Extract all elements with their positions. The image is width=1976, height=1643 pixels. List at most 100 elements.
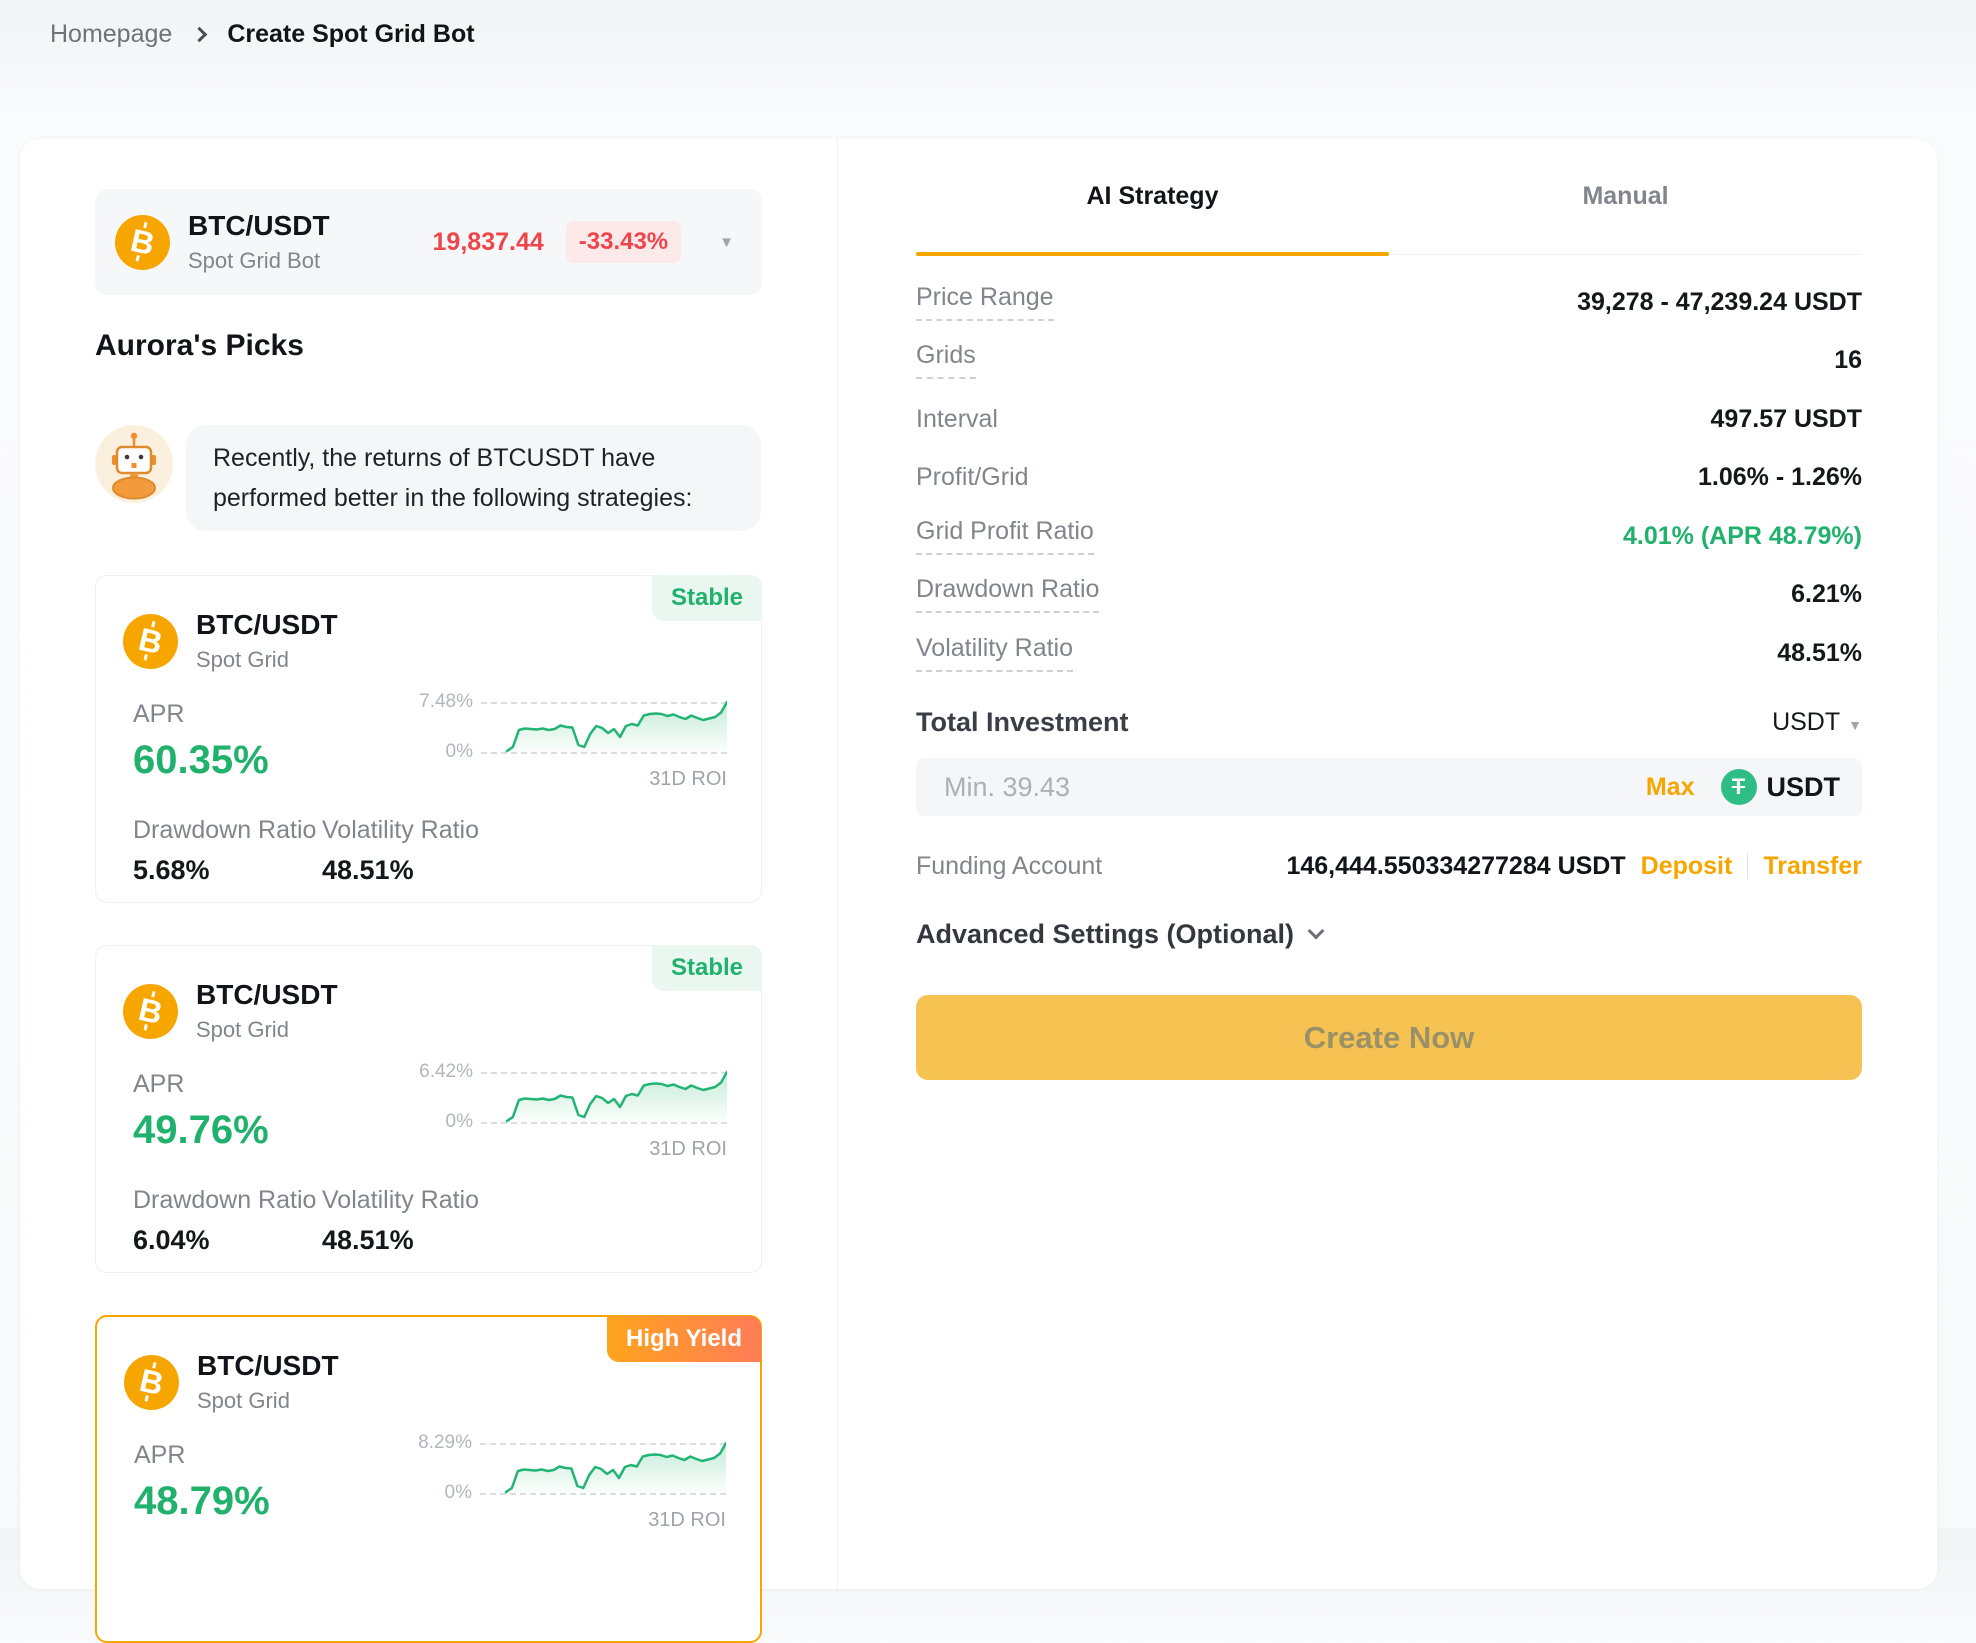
volatility-value: 48.51% <box>322 855 414 885</box>
spark-caption: 31D ROI <box>649 1138 727 1160</box>
strategy-card-stable-2[interactable]: Stable B BTC/USDT Spot Grid APR 49.76% 6… <box>95 945 762 1273</box>
btc-icon: B <box>115 214 170 270</box>
chevron-down-icon <box>1307 922 1325 940</box>
profit-grid-label: Profit/Grid <box>916 462 1029 491</box>
drawdown-label: Drawdown Ratio <box>133 1186 317 1214</box>
picks-title: Aurora's Picks <box>95 329 304 362</box>
stable-badge: Stable <box>651 575 762 621</box>
spark-min-label: 0% <box>444 1482 472 1503</box>
spark-caption: 31D ROI <box>649 768 727 790</box>
grid-profit-ratio-label[interactable]: Grid Profit Ratio <box>916 517 1094 555</box>
drawdown-label: Drawdown Ratio <box>133 816 317 844</box>
drawdown-ratio-label[interactable]: Drawdown Ratio <box>916 575 1100 613</box>
price-range-label[interactable]: Price Range <box>916 283 1054 321</box>
card-pair-name: BTC/USDT <box>197 1350 339 1381</box>
investment-currency-value: USDT <box>1772 707 1841 736</box>
investment-input-placeholder: Min. 39.43 <box>944 771 1071 802</box>
volatility-value: 48.51% <box>322 1225 414 1255</box>
breadcrumb: Homepage Create Spot Grid Bot <box>50 20 475 49</box>
param-row-drawdown-ratio: Drawdown Ratio 6.21% <box>916 575 1862 613</box>
grid-profit-ratio-value: 4.01% (APR 48.79%) <box>1622 521 1862 550</box>
tab-manual[interactable]: Manual <box>1582 182 1669 210</box>
robot-message-bubble: Recently, the returns of BTCUSDT have pe… <box>186 425 761 531</box>
drawdown-ratio-value: 6.21% <box>1791 579 1862 608</box>
funding-balance: 146,444.550334277284 USDT <box>1286 851 1626 880</box>
param-row-grids: Grids 16 <box>916 341 1862 379</box>
create-now-button[interactable]: Create Now <box>916 995 1862 1080</box>
total-investment-row: Total Investment USDT ▼ <box>916 704 1862 740</box>
volatility-ratio-value: 48.51% <box>1777 638 1862 667</box>
spark-caption: 31D ROI <box>648 1509 726 1531</box>
card-pair-type: Spot Grid <box>197 1388 290 1413</box>
total-investment-label: Total Investment <box>916 706 1129 737</box>
roi-sparkline-chart: 8.29% 0% 31D ROI <box>414 1432 726 1539</box>
apr-label: APR <box>133 1070 185 1098</box>
usdt-tether-icon: T <box>1720 769 1757 805</box>
chevron-down-icon[interactable]: ▼ <box>719 233 734 251</box>
roi-sparkline-chart: 6.42% 0% 31D ROI <box>415 1061 727 1168</box>
main-card: B BTC/USDT Spot Grid Bot 19,837.44 -33.4… <box>20 139 1937 1643</box>
drawdown-value: 5.68% <box>133 855 210 885</box>
spark-max-label: 8.29% <box>418 1432 472 1453</box>
spark-max-label: 6.42% <box>419 1061 473 1082</box>
tab-ai-strategy[interactable]: AI Strategy <box>916 139 1389 256</box>
volatility-ratio-label[interactable]: Volatility Ratio <box>916 634 1074 672</box>
grids-label[interactable]: Grids <box>916 341 976 379</box>
spark-min-label: 0% <box>445 741 473 762</box>
funding-account-row: Funding Account 146,444.550334277284 USD… <box>916 848 1862 884</box>
btc-icon: B <box>123 983 178 1039</box>
param-row-profit-grid: Profit/Grid 1.06% - 1.26% <box>916 459 1862 495</box>
advanced-settings-label: Advanced Settings (Optional) <box>916 918 1295 949</box>
param-row-price-range: Price Range 39,278 - 47,239.24 USDT <box>916 283 1862 321</box>
page-title: Create Spot Grid Bot <box>227 20 475 48</box>
funding-account-label: Funding Account <box>916 851 1103 880</box>
param-row-volatility-ratio: Volatility Ratio 48.51% <box>916 634 1862 672</box>
interval-value: 497.57 USDT <box>1710 404 1862 433</box>
transfer-link[interactable]: Transfer <box>1763 851 1862 880</box>
apr-value: 60.35% <box>133 738 269 782</box>
apr-value: 49.76% <box>133 1108 269 1152</box>
spark-max-label: 7.48% <box>419 691 473 712</box>
deposit-link[interactable]: Deposit <box>1640 851 1733 880</box>
spark-min-label: 0% <box>445 1111 473 1132</box>
pair-change-badge: -33.43% <box>565 221 682 263</box>
grids-value: 16 <box>1834 345 1862 374</box>
volatility-label: Volatility Ratio <box>322 1186 480 1214</box>
apr-value: 48.79% <box>134 1479 270 1523</box>
create-spot-grid-bot-page: Homepage Create Spot Grid Bot B BTC/USDT… <box>50 20 1862 1643</box>
strategy-card-high-yield[interactable]: High Yield B BTC/USDT Spot Grid APR 48.7… <box>95 1315 762 1643</box>
max-button[interactable]: Max <box>1645 772 1695 801</box>
investment-amount-input[interactable]: Min. 39.43 Max T USDT <box>916 758 1862 816</box>
robot-avatar-icon <box>95 425 173 503</box>
btc-icon: B <box>123 613 178 669</box>
drawdown-value: 6.04% <box>133 1225 210 1255</box>
investment-currency-select[interactable]: USDT ▼ <box>1772 708 1862 737</box>
apr-label: APR <box>133 700 185 728</box>
volatility-label: Volatility Ratio <box>322 816 480 844</box>
strategy-tabs: AI Strategy Manual <box>916 139 1862 256</box>
price-range-value: 39,278 - 47,239.24 USDT <box>1577 287 1862 316</box>
advanced-settings-toggle[interactable]: Advanced Settings (Optional) <box>916 916 1325 952</box>
card-pair-type: Spot Grid <box>196 647 289 672</box>
btc-icon: B <box>124 1354 179 1410</box>
pair-selector[interactable]: B BTC/USDT Spot Grid Bot 19,837.44 -33.4… <box>95 189 762 295</box>
robot-message-text: Recently, the returns of BTCUSDT have pe… <box>213 444 693 512</box>
chevron-right-icon <box>192 26 208 43</box>
card-pair-name: BTC/USDT <box>196 979 338 1010</box>
strategy-card-stable-1[interactable]: Stable B BTC/USDT Spot Grid APR 60.35% 7… <box>95 575 762 903</box>
high-yield-badge: High Yield <box>606 1316 761 1362</box>
apr-label: APR <box>134 1441 186 1469</box>
pair-name: BTC/USDT <box>188 210 330 241</box>
param-row-interval: Interval 497.57 USDT <box>916 401 1862 437</box>
card-pair-name: BTC/USDT <box>196 609 338 640</box>
breadcrumb-homepage-link[interactable]: Homepage <box>50 20 173 48</box>
link-divider <box>1747 853 1749 879</box>
stable-badge: Stable <box>651 945 762 991</box>
card-pair-type: Spot Grid <box>196 1017 289 1042</box>
pair-price: 19,837.44 <box>432 227 544 256</box>
input-currency-label: USDT <box>1766 771 1841 802</box>
interval-label: Interval <box>916 404 998 433</box>
roi-sparkline-chart: 7.48% 0% 31D ROI <box>415 691 727 798</box>
chevron-down-icon: ▼ <box>1848 716 1862 733</box>
param-row-grid-profit-ratio: Grid Profit Ratio 4.01% (APR 48.79%) <box>916 517 1862 555</box>
